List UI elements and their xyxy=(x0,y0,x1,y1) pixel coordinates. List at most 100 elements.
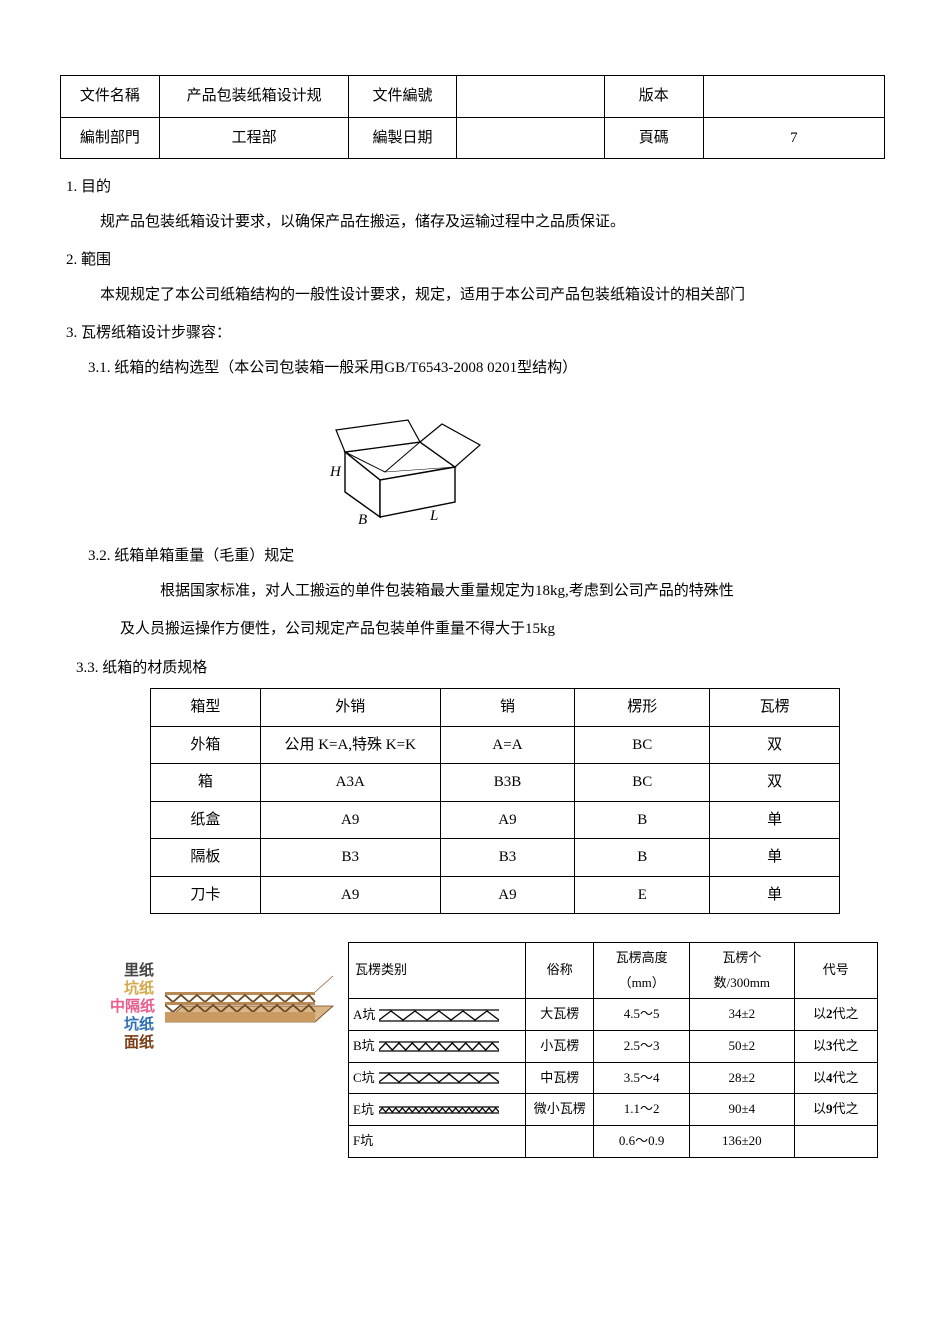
hdr-label: 編制部門 xyxy=(61,117,160,159)
table-cell: B xyxy=(575,801,710,839)
code-cell: 以2代之 xyxy=(794,999,878,1031)
corr-col-header: 代号 xyxy=(794,943,878,999)
code-cell: 以3代之 xyxy=(794,1031,878,1063)
hdr-label: 文件編號 xyxy=(349,76,456,118)
table-row: B坑小瓦楞2.5～350±2以3代之 xyxy=(349,1031,878,1063)
table-cell: 34±2 xyxy=(690,999,794,1031)
carton-box-figure: H B L xyxy=(290,392,885,532)
flute-type-label: F坑 xyxy=(353,1129,379,1154)
table-cell: 3.5～4 xyxy=(594,1062,690,1094)
table-cell: B3 xyxy=(440,839,575,877)
section-2-title: 2. 範围 xyxy=(66,246,885,275)
flute-type-label: B坑 xyxy=(353,1034,379,1059)
corr-col-header: 俗称 xyxy=(526,943,594,999)
box-label-h: H xyxy=(329,464,342,480)
table-cell: 微小瓦楞 xyxy=(526,1094,594,1126)
layer-label-face: 面纸 xyxy=(124,1029,154,1058)
table-cell: BC xyxy=(575,764,710,802)
table-cell: BC xyxy=(575,726,710,764)
box-icon: H B L xyxy=(290,392,490,532)
table-cell: B3 xyxy=(260,839,440,877)
mat-col-header: 箱型 xyxy=(151,689,261,727)
section-1-title: 1. 目的 xyxy=(66,173,885,202)
table-cell: 136±20 xyxy=(690,1126,794,1158)
document-header-table: 文件名稱 产品包装纸箱设计规 文件編號 版本 編制部門 工程部 編製日期 頁碼 … xyxy=(60,75,885,159)
corr-col-header: 瓦楞类别 xyxy=(349,943,526,999)
table-cell: A3A xyxy=(260,764,440,802)
table-cell: 小瓦楞 xyxy=(526,1031,594,1063)
section-3-2-body-1: 根据国家标准，对人工搬运的单件包装箱最大重量规定为18kg,考虑到公司产品的特殊… xyxy=(160,577,885,606)
table-cell: 大瓦楞 xyxy=(526,999,594,1031)
material-spec-table: 箱型 外销 销 楞形 瓦楞 外箱公用 K=A,特殊 K=KA=ABC双箱A3AB… xyxy=(150,688,840,914)
table-cell: 隔板 xyxy=(151,839,261,877)
table-cell xyxy=(526,1126,594,1158)
table-row: F坑 0.6～0.9136±20 xyxy=(349,1126,878,1158)
hdr-label: 編製日期 xyxy=(349,117,456,159)
board-layer-diagram: 里纸 坑纸 中隔纸 坑纸 面纸 xyxy=(110,942,330,1067)
corr-col-header: 瓦楞个数/300mm xyxy=(690,943,794,999)
corrugation-type-table: 瓦楞类别 俗称 瓦楞高度（mm） 瓦楞个数/300mm 代号 A坑 大瓦楞4.5～… xyxy=(348,942,878,1158)
table-cell: 箱 xyxy=(151,764,261,802)
section-3-3-title: 3.3. 纸箱的材质规格 xyxy=(76,654,885,683)
table-cell: 纸盒 xyxy=(151,801,261,839)
section-3-title: 3. 瓦楞纸箱设计步骤容： xyxy=(66,319,885,348)
hdr-label: 文件名稱 xyxy=(61,76,160,118)
hdr-value: 产品包装纸箱设计规 xyxy=(159,76,349,118)
table-row: 箱A3AB3BBC双 xyxy=(151,764,840,802)
mat-header-row: 箱型 外销 销 楞形 瓦楞 xyxy=(151,689,840,727)
section-3-1-title: 3.1. 纸箱的结构选型（本公司包装箱一般采用GB/T6543-2008 020… xyxy=(88,354,885,383)
table-cell: 28±2 xyxy=(690,1062,794,1094)
table-row: 外箱公用 K=A,特殊 K=KA=ABC双 xyxy=(151,726,840,764)
flute-type-cell: E坑 xyxy=(349,1094,526,1126)
table-row: C坑中瓦楞3.5～428±2以4代之 xyxy=(349,1062,878,1094)
flute-type-cell: B坑 xyxy=(349,1031,526,1063)
flute-type-label: A坑 xyxy=(353,1003,379,1028)
flute-type-label: E坑 xyxy=(353,1098,379,1123)
section-2-body: 本规规定了本公司纸箱结构的一般性设计要求，规定，适用于本公司产品包装纸箱设计的相… xyxy=(100,281,885,310)
table-row: A坑 大瓦楞4.5～534±2以2代之 xyxy=(349,999,878,1031)
table-row: 隔板B3B3B单 xyxy=(151,839,840,877)
mat-col-header: 外销 xyxy=(260,689,440,727)
table-cell: A=A xyxy=(440,726,575,764)
header-row-2: 編制部門 工程部 編製日期 頁碼 7 xyxy=(61,117,885,159)
hdr-label: 頁碼 xyxy=(604,117,703,159)
table-cell: A9 xyxy=(260,801,440,839)
table-cell: 单 xyxy=(710,801,840,839)
flute-type-cell: C坑 xyxy=(349,1062,526,1094)
code-cell: 以4代之 xyxy=(794,1062,878,1094)
table-row: 纸盒A9A9B单 xyxy=(151,801,840,839)
table-cell: 刀卡 xyxy=(151,876,261,914)
header-row-1: 文件名稱 产品包装纸箱设计规 文件編號 版本 xyxy=(61,76,885,118)
table-cell: 90±4 xyxy=(690,1094,794,1126)
table-cell: 中瓦楞 xyxy=(526,1062,594,1094)
flute-type-cell: F坑 xyxy=(349,1126,526,1158)
table-cell: A9 xyxy=(440,876,575,914)
hdr-value xyxy=(703,76,884,118)
corr-header-row: 瓦楞类别 俗称 瓦楞高度（mm） 瓦楞个数/300mm 代号 xyxy=(349,943,878,999)
section-1-body: 规产品包装纸箱设计要求，以确保产品在搬运，储存及运输过程中之品质保证。 xyxy=(100,208,885,237)
box-label-l: L xyxy=(429,508,438,524)
corr-col-header: 瓦楞高度（mm） xyxy=(594,943,690,999)
table-cell: 4.5～5 xyxy=(594,999,690,1031)
table-cell: B3B xyxy=(440,764,575,802)
hdr-value: 7 xyxy=(703,117,884,159)
table-cell: B xyxy=(575,839,710,877)
hdr-value: 工程部 xyxy=(159,117,349,159)
corrugation-section: 里纸 坑纸 中隔纸 坑纸 面纸 瓦楞类别 俗称 瓦楞高度（mm） 瓦楞个数/30… xyxy=(110,942,885,1158)
table-cell: 公用 K=A,特殊 K=K xyxy=(260,726,440,764)
table-cell: 0.6～0.9 xyxy=(594,1126,690,1158)
code-cell: 以9代之 xyxy=(794,1094,878,1126)
flute-type-cell: A坑 xyxy=(349,999,526,1031)
hdr-value xyxy=(456,76,604,118)
table-cell: 单 xyxy=(710,876,840,914)
table-cell: 双 xyxy=(710,764,840,802)
box-label-b: B xyxy=(358,512,367,528)
table-row: 刀卡A9A9E单 xyxy=(151,876,840,914)
hdr-value xyxy=(456,117,604,159)
table-cell: 外箱 xyxy=(151,726,261,764)
table-cell: E xyxy=(575,876,710,914)
section-3-2-body-2: 及人员搬运操作方便性，公司规定产品包装单件重量不得大于15kg xyxy=(120,615,885,644)
table-cell: 2.5～3 xyxy=(594,1031,690,1063)
mat-col-header: 楞形 xyxy=(575,689,710,727)
table-cell: 1.1～2 xyxy=(594,1094,690,1126)
